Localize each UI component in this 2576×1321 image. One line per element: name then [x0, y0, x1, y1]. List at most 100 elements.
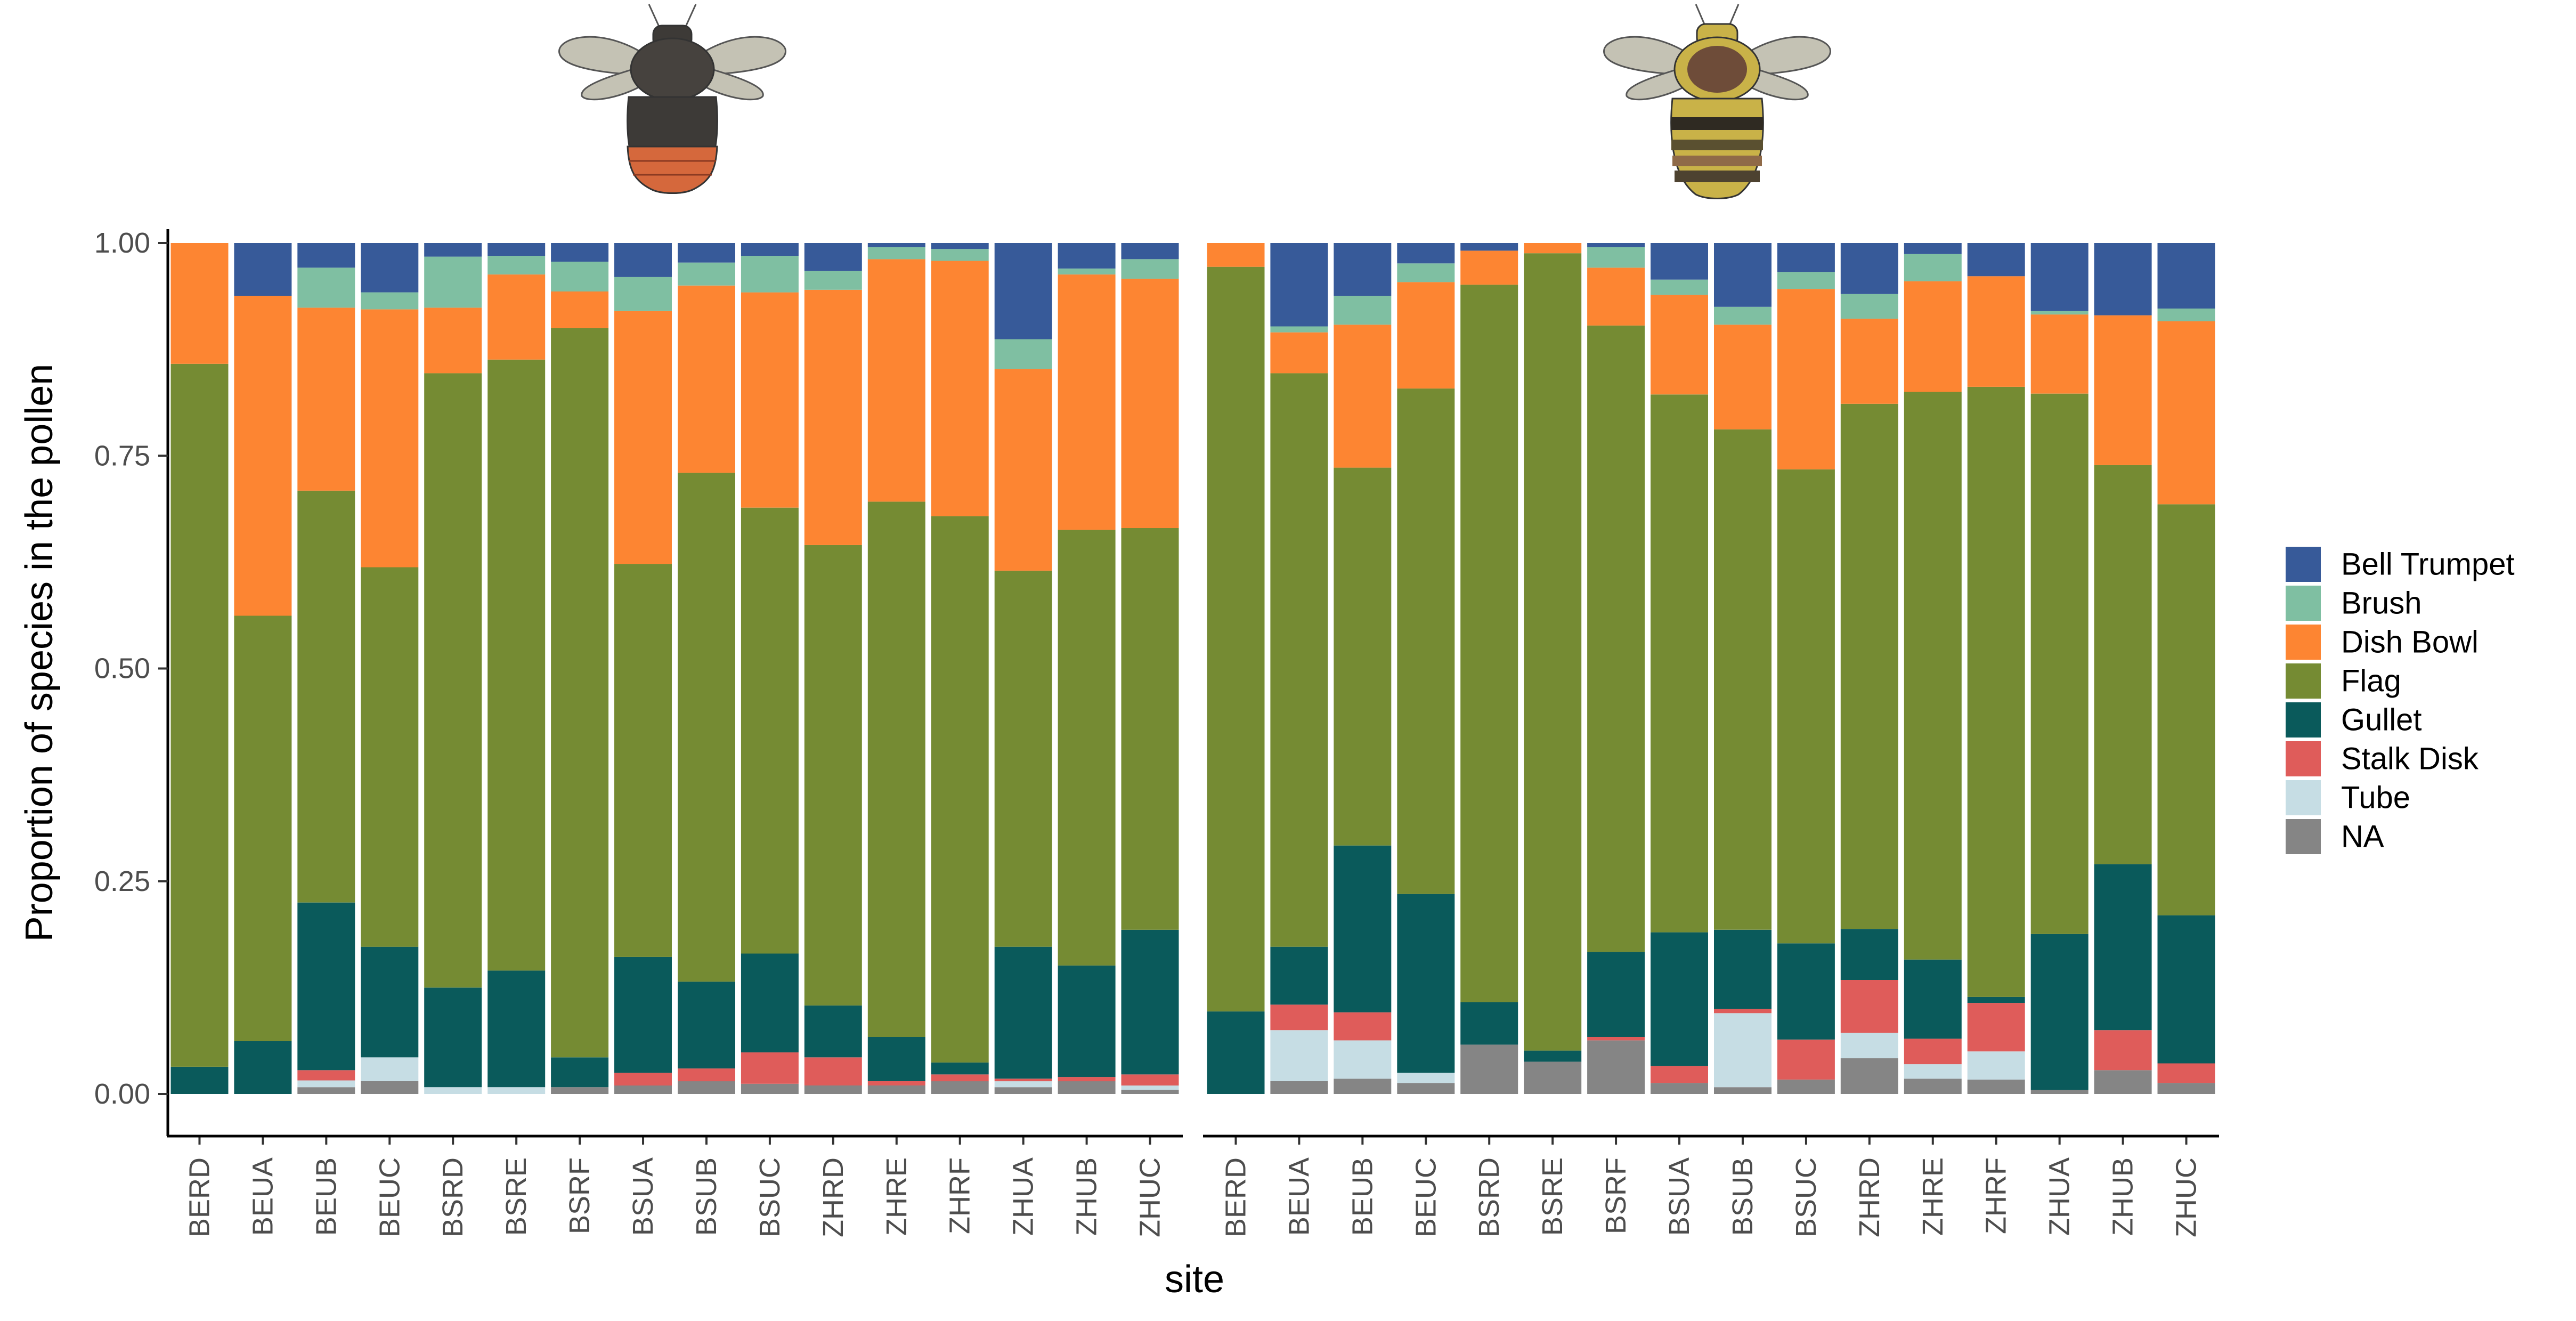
bar-segment-na — [678, 1081, 735, 1094]
bar-segment-gullet — [1651, 932, 1708, 1066]
x-tick-label: BSRF — [564, 1157, 596, 1234]
bar-segment-tube — [361, 1057, 419, 1081]
bar-segment-brush — [297, 268, 355, 308]
bar-segment-bell-trumpet — [614, 243, 672, 277]
bar-segment-dish-bowl — [1058, 274, 1116, 530]
x-tick-label: BSUC — [754, 1157, 786, 1237]
bar-segment-tube — [994, 1081, 1052, 1088]
bar-segment-gullet — [741, 953, 799, 1052]
bar-segment-gullet — [678, 982, 735, 1069]
x-tick-label: ZHUB — [2107, 1157, 2139, 1236]
x-tick-label: BSRD — [1473, 1157, 1505, 1237]
panel-1: BERD BEUA BEUB BEUC BSRD BSRE BSRF BSUA BSUB BSUC… — [167, 243, 1183, 1237]
bar-segment-dish-bowl — [1777, 289, 1835, 469]
bar-segment-dish-bowl — [741, 292, 799, 508]
bar-segment-na — [804, 1085, 862, 1094]
x-tick-label: ZHRE — [881, 1157, 913, 1236]
bar-segment-flag — [2157, 504, 2215, 915]
bar-segment-stalk-disk — [994, 1079, 1052, 1082]
bar-segment-bell-trumpet — [234, 243, 292, 296]
bar-segment-bell-trumpet — [424, 243, 482, 257]
bar-segment-flag — [1587, 325, 1645, 952]
bar-segment-bell-trumpet — [1777, 243, 1835, 272]
bar-segment-stalk-disk — [297, 1070, 355, 1081]
bar-segment-bell-trumpet — [297, 243, 355, 268]
bar-segment-bell-trumpet — [1840, 243, 1898, 294]
bar-segment-dish-bowl — [1904, 281, 1962, 392]
bar-segment-dish-bowl — [994, 369, 1052, 571]
bar-segment-bell-trumpet — [1270, 243, 1328, 327]
bar-segment-dish-bowl — [487, 274, 546, 360]
bar-segment-flag — [1334, 467, 1392, 846]
bar-segment-na — [2094, 1070, 2152, 1094]
bar-segment-na — [1397, 1083, 1455, 1094]
bar-segment-flag — [1651, 394, 1708, 933]
bar-segment-gullet — [424, 987, 482, 1088]
bar-segment-stalk-disk — [1777, 1039, 1835, 1080]
bar-segment-na — [1967, 1079, 2025, 1094]
bar-segment-gullet — [361, 946, 419, 1058]
bar-segment-flag — [1524, 253, 1582, 1051]
bar-segment-flag — [2030, 393, 2089, 934]
bar-segment-flag — [1714, 429, 1771, 930]
bar-segment-dish-bowl — [867, 259, 925, 502]
bar-segment-flag — [1967, 386, 2025, 997]
bar-segment-stalk-disk — [1714, 1009, 1771, 1014]
bar-segment-bell-trumpet — [678, 243, 735, 263]
bar-segment-na — [1777, 1079, 1835, 1094]
bar-segment-bell-trumpet — [1058, 243, 1116, 269]
legend-label: Gullet — [2341, 703, 2422, 738]
legend-key-stalk-disk — [2286, 741, 2321, 776]
bar-segment-stalk-disk — [2157, 1063, 2215, 1083]
bar-segment-na — [1121, 1090, 1179, 1094]
x-tick-label: BERD — [1220, 1157, 1252, 1237]
bar-segment-stalk-disk — [614, 1073, 672, 1086]
bar-segment-gullet — [1058, 965, 1116, 1077]
bar-segment-brush — [487, 256, 546, 275]
bar-segment-brush — [678, 262, 735, 286]
bar-segment-brush — [1334, 296, 1392, 325]
bar-segment-brush — [1121, 259, 1179, 279]
bar-segment-bell-trumpet — [2030, 243, 2089, 311]
bar-segment-dish-bowl — [1714, 325, 1771, 429]
x-tick-label: BEUB — [1346, 1157, 1378, 1236]
bar-segment-na — [1334, 1079, 1392, 1094]
dark-bumblebee-icon — [558, 4, 786, 194]
bar-segment-dish-bowl — [1207, 243, 1265, 267]
bar-segment-na — [741, 1083, 799, 1094]
bar-segment-bell-trumpet — [487, 243, 546, 256]
bar-segment-flag — [931, 516, 989, 1063]
x-axis-title: site — [1165, 1258, 1224, 1301]
bar-segment-bell-trumpet — [1904, 243, 1962, 254]
bar-segment-dish-bowl — [361, 309, 419, 568]
bar-segment-bell-trumpet — [867, 243, 925, 247]
bar-segment-tube — [424, 1087, 482, 1094]
bar-segment-flag — [678, 473, 735, 982]
bar-segment-brush — [1714, 306, 1771, 325]
bar-segment-na — [2157, 1083, 2215, 1094]
bar-segment-stalk-disk — [1334, 1012, 1392, 1041]
bar-segment-dish-bowl — [2094, 315, 2152, 465]
bar-segment-flag — [424, 373, 482, 988]
bar-segment-flag — [487, 359, 546, 971]
bar-segment-brush — [1840, 294, 1898, 319]
y-tick-label: 0.75 — [94, 440, 150, 472]
y-tick-label: 1.00 — [94, 227, 150, 259]
bar-segment-stalk-disk — [1058, 1077, 1116, 1082]
x-tick-label: BERD — [183, 1157, 215, 1237]
bar-segment-na — [1460, 1044, 1518, 1094]
x-tick-label: ZHRD — [1854, 1157, 1886, 1237]
bar-segment-na — [1587, 1040, 1645, 1094]
bar-segment-brush — [804, 271, 862, 290]
bar-segment-flag — [614, 564, 672, 957]
y-axis: 0.00 0.25 0.50 0.75 1.00 — [94, 227, 169, 1136]
bar-segment-na — [994, 1087, 1052, 1094]
legend-label: Dish Bowl — [2341, 625, 2479, 660]
bar-segment-bell-trumpet — [994, 243, 1052, 339]
bar-segment-brush — [424, 256, 482, 308]
legend-key-tube — [2286, 780, 2321, 815]
bar-segment-bell-trumpet — [1397, 243, 1455, 264]
bar-segment-brush — [614, 277, 672, 311]
bar-segment-flag — [741, 507, 799, 954]
bar-segment-gullet — [994, 946, 1052, 1079]
